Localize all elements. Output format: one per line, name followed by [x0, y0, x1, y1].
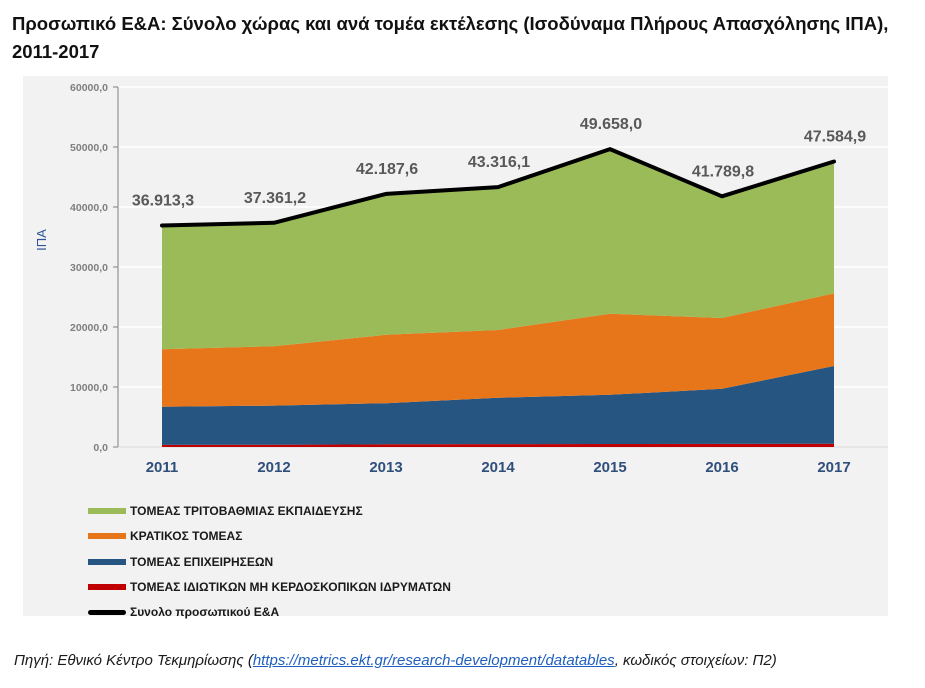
source-prefix: Πηγή: Εθνικό Κέντρο Τεκμηρίωσης (: [14, 652, 253, 669]
legend-label: ΤΟΜΕΑΣ ΕΠΙΧΕΙΡΗΣΕΩΝ: [130, 555, 274, 569]
chart-title: Προσωπικό Ε&Α: Σύνολο χώρας και ανά τομέ…: [12, 13, 889, 62]
x-tick-label: 2014: [481, 459, 515, 476]
area-tertiary-education: [162, 149, 834, 350]
area-government: [162, 293, 834, 407]
data-label: 42.187,6: [356, 161, 418, 178]
x-tick-label: 2016: [705, 459, 738, 476]
legend-item-private-nonprofit: ΤΟΜΕΑΣ ΙΔΙΩΤΙΚΩΝ ΜΗ ΚΕΡΔΟΣΚΟΠΙΚΩΝ ΙΔΡΥΜΑ…: [88, 578, 451, 596]
y-tick-label: 20000,0: [70, 322, 108, 334]
x-tick-label: 2012: [257, 459, 290, 476]
y-tick-label: 0,0: [93, 442, 108, 454]
legend-swatch-green: [88, 508, 126, 514]
data-label: 43.316,1: [468, 154, 530, 171]
area-business: [162, 366, 834, 445]
legend-item-government: ΚΡΑΤΙΚΟΣ ΤΟΜΕΑΣ: [88, 527, 242, 545]
data-label: 47.584,9: [804, 128, 866, 145]
y-tick-label: 50000,0: [70, 142, 108, 154]
legend-swatch-red: [88, 584, 126, 590]
legend-item-total: Συνολο προσωπικού Ε&Α: [88, 603, 279, 621]
x-tick-label: 2011: [146, 459, 179, 476]
y-tick-label: 40000,0: [70, 202, 108, 214]
x-tick-label: 2017: [817, 459, 850, 476]
data-label: 49.658,0: [580, 116, 642, 133]
legend-label: ΚΡΑΤΙΚΟΣ ΤΟΜΕΑΣ: [130, 529, 243, 543]
legend-swatch-blue: [88, 559, 126, 565]
data-label: 37.361,2: [244, 190, 306, 207]
y-tick-label: 60000,0: [70, 82, 108, 94]
legend-swatch-orange: [88, 533, 126, 539]
legend-label: ΤΟΜΕΑΣ ΤΡΙΤΟΒΑΘΜΙΑΣ ΕΚΠΑΙΔΕΥΣΗΣ: [130, 504, 363, 518]
data-label: 36.913,3: [132, 193, 194, 210]
y-tick-label: 30000,0: [70, 262, 108, 274]
legend-label: ΤΟΜΕΑΣ ΙΔΙΩΤΙΚΩΝ ΜΗ ΚΕΡΔΟΣΚΟΠΙΚΩΝ ΙΔΡΥΜΑ…: [130, 580, 451, 594]
legend-item-business: ΤΟΜΕΑΣ ΕΠΙΧΕΙΡΗΣΕΩΝ: [88, 553, 273, 571]
x-tick-label: 2013: [369, 459, 402, 476]
legend-swatch-black: [88, 609, 126, 615]
data-label: 41.789,8: [692, 163, 754, 180]
y-tick-label: 10000,0: [70, 382, 108, 394]
area-private-nonprofit: [162, 443, 834, 447]
legend-item-tertiary-education: ΤΟΜΕΑΣ ΤΡΙΤΟΒΑΘΜΙΑΣ ΕΚΠΑΙΔΕΥΣΗΣ: [88, 502, 363, 520]
source-note: Πηγή: Εθνικό Κέντρο Τεκμηρίωσης (https:/…: [14, 652, 777, 669]
legend-label: Συνολο προσωπικού Ε&Α: [130, 605, 280, 619]
source-suffix: , κωδικός στοιχείων: Π2): [614, 652, 777, 669]
source-link[interactable]: https://metrics.ekt.gr/research-developm…: [252, 652, 615, 669]
y-axis-label: ΙΠΑ: [34, 229, 49, 251]
stacked-area-chart: 0,0 10000,0 20000,0 30000,0 40000,0 50000,0 60…: [34, 82, 888, 476]
x-tick-label: 2015: [593, 459, 626, 476]
